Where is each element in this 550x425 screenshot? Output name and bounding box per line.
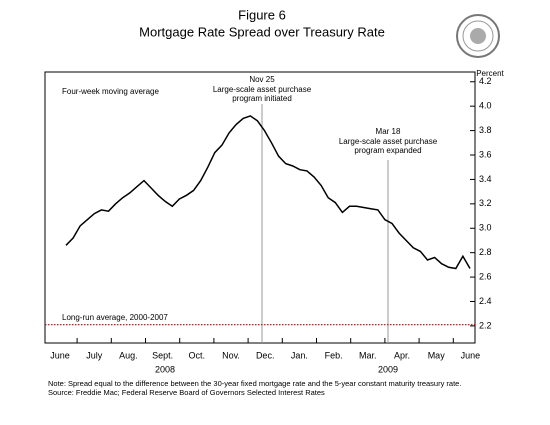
legend-label: Four-week moving average — [62, 87, 159, 96]
annotation-text: Large-scale asset purchase — [213, 85, 312, 94]
y-tick-label: 3.2 — [479, 198, 492, 208]
annotation-text: program expanded — [354, 146, 421, 155]
chart-subtitle: Mortgage Rate Spread over Treasury Rate — [139, 24, 385, 39]
year-label: 2008 — [155, 364, 175, 374]
y-tick-label: 2.2 — [479, 320, 492, 330]
y-tick-label: 3.4 — [479, 174, 492, 184]
y-tick-label: 3.8 — [479, 125, 492, 135]
x-tick-label: Oct. — [189, 350, 206, 360]
seal — [456, 14, 500, 58]
y-axis-label: Percent — [476, 69, 504, 78]
x-tick-label: Mar. — [359, 350, 377, 360]
y-tick-label: 2.8 — [479, 247, 492, 257]
year-label: 2009 — [378, 364, 398, 374]
annotation-date: Mar 18 — [376, 127, 401, 136]
plot-frame — [44, 71, 476, 344]
x-tick-label: July — [86, 350, 103, 360]
y-tick-label: 4.0 — [479, 101, 492, 111]
annotation-text: program initiated — [232, 94, 292, 103]
x-tick-label: Nov. — [222, 350, 240, 360]
y-tick-label: 4.2 — [479, 76, 492, 86]
series-line — [65, 115, 471, 270]
x-tick-label: Feb. — [325, 350, 343, 360]
y-tick-label: 3.6 — [479, 149, 492, 159]
annotation-date: Nov 25 — [249, 75, 275, 84]
y-tick-label: 3.0 — [479, 223, 492, 233]
x-tick-label: Aug. — [119, 350, 138, 360]
reference-label: Long-run average, 2000-2007 — [62, 313, 168, 322]
x-tick-label: May — [428, 350, 446, 360]
note: Source: Freddie Mac; Federal Reserve Boa… — [48, 388, 325, 397]
x-tick-label: Apr. — [394, 350, 410, 360]
x-tick-label: June — [461, 350, 481, 360]
x-tick-label: June — [50, 350, 70, 360]
x-tick-label: Dec. — [256, 350, 275, 360]
x-tick-label: Sept. — [152, 350, 173, 360]
x-tick-label: Jan. — [291, 350, 308, 360]
y-tick-label: 2.6 — [479, 271, 492, 281]
annotation-text: Large-scale asset purchase — [339, 137, 438, 146]
y-tick-label: 2.4 — [479, 296, 492, 306]
chart-title: Figure 6 — [238, 7, 286, 22]
note: Note: Spread equal to the difference bet… — [48, 379, 461, 388]
